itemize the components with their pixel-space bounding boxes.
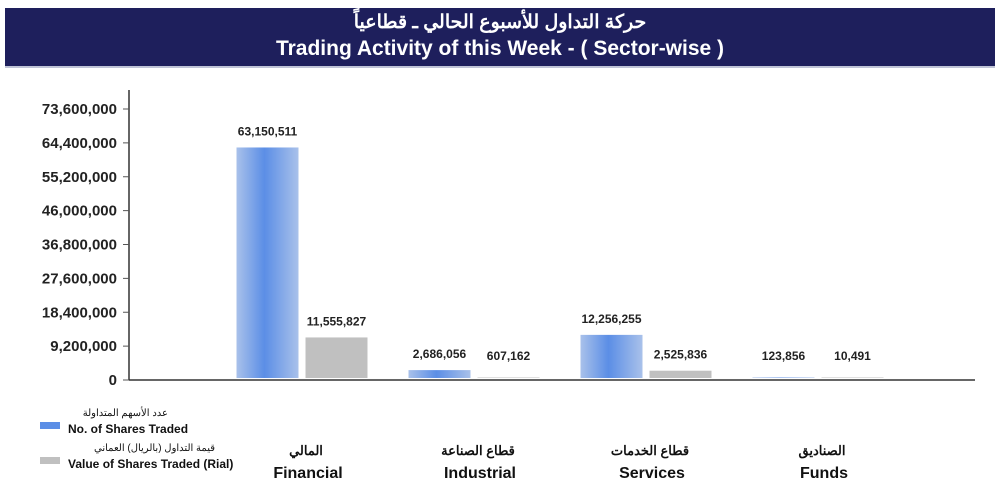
data-label: 63,150,511 — [238, 124, 298, 138]
bar-value-financial — [305, 337, 368, 378]
x-category-label-ar: قطاع الخدمات — [611, 443, 689, 459]
y-tick-label: 27,600,000 — [42, 270, 117, 287]
legend-label-ar: عدد الأسهم المتداولة — [83, 407, 168, 419]
data-label: 11,555,827 — [307, 314, 367, 328]
y-tick-label: 55,200,000 — [42, 169, 117, 186]
data-label: 2,686,056 — [413, 347, 467, 361]
data-label: 123,856 — [762, 349, 806, 363]
x-category-label: Industrial — [444, 465, 516, 482]
legend-label-ar: قيمة التداول (بالريال) العماني — [94, 443, 215, 454]
legend-swatch-shares — [40, 422, 60, 429]
bar-value-industrial — [477, 377, 540, 378]
data-label: 2,525,836 — [654, 348, 708, 362]
chart-header: حركة التداول للأسبوع الحالي ـ قطاعياً Tr… — [5, 8, 995, 68]
y-tick-label: 9,200,000 — [50, 338, 117, 355]
title-arabic: حركة التداول للأسبوع الحالي ـ قطاعياً — [353, 12, 647, 33]
x-category-label-ar: الصناديق — [799, 443, 846, 459]
data-label: 10,491 — [834, 349, 871, 363]
y-tick-label: 18,400,000 — [42, 304, 117, 321]
bar-shares-services — [580, 334, 643, 378]
y-tick-label: 46,000,000 — [42, 203, 117, 220]
data-label: 607,162 — [487, 349, 531, 363]
x-category-label-ar: المالي — [289, 443, 323, 459]
x-category-label: Financial — [273, 465, 342, 482]
y-tick-label: 64,400,000 — [42, 135, 117, 152]
x-category-label-ar: قطاع الصناعة — [441, 443, 515, 459]
title-english: Trading Activity of this Week - ( Sector… — [275, 37, 725, 60]
bar-shares-industrial — [408, 370, 471, 378]
legend-swatch-value — [40, 457, 60, 464]
legend-label: No. of Shares Traded — [68, 422, 188, 436]
data-label: 12,256,255 — [581, 312, 641, 326]
bar-shares-financial — [236, 147, 299, 378]
x-category-label: Services — [619, 465, 685, 482]
bar-value-funds — [821, 377, 884, 378]
bar-shares-funds — [752, 377, 815, 378]
bar-value-services — [649, 370, 712, 378]
y-tick-label: 0 — [109, 372, 117, 389]
y-tick-label: 73,600,000 — [42, 101, 117, 118]
y-tick-label: 36,800,000 — [42, 237, 117, 254]
legend-label: Value of Shares Traded (Rial) — [68, 457, 233, 471]
x-category-label: Funds — [800, 465, 848, 482]
